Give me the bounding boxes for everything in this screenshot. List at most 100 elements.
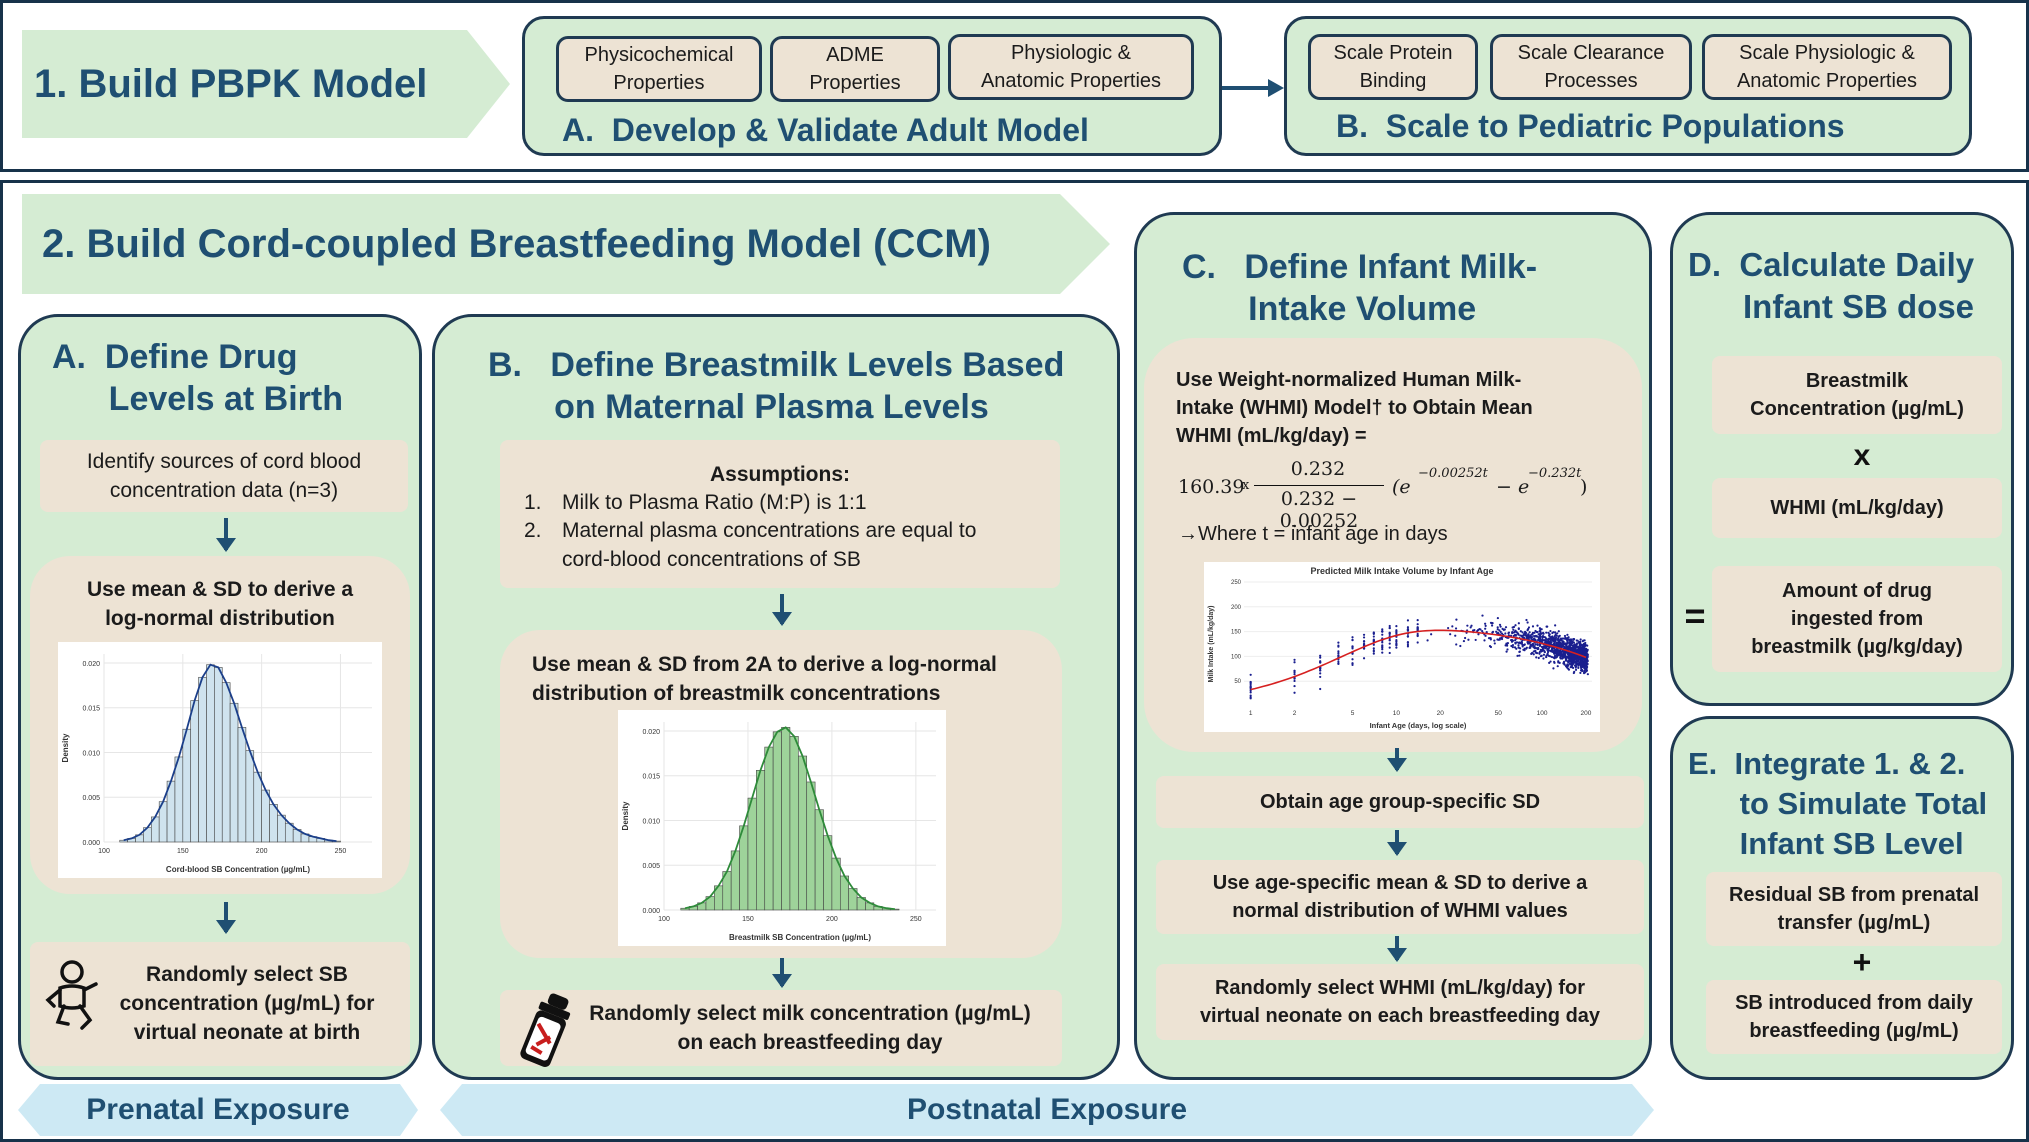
data-point <box>1541 639 1544 642</box>
x-tick-label: 200 <box>256 848 268 855</box>
data-point <box>1539 640 1543 643</box>
data-point <box>1498 638 1501 641</box>
data-point <box>1583 648 1586 651</box>
lognormal-cord-text: Use mean & SD to derive a log-normal dis… <box>86 578 354 630</box>
data-point <box>1574 650 1577 653</box>
random-milk-select-text: Randomly select milk concentration (µg/m… <box>589 1002 1031 1054</box>
data-point <box>1568 662 1571 665</box>
data-point <box>1395 630 1398 633</box>
data-point <box>1556 632 1559 635</box>
data-point <box>1519 634 1522 637</box>
data-point <box>1562 662 1565 665</box>
density-curve <box>123 663 337 842</box>
data-point <box>1552 667 1555 670</box>
whmi-model-text: Use Weight-normalized Human Milk- Intake… <box>1176 369 1533 447</box>
step1b-title: B. Scale to Pediatric Populations <box>1336 108 1845 144</box>
y-tick-label: 50 <box>1234 679 1241 685</box>
data-point <box>1512 634 1515 638</box>
data-point <box>1568 647 1572 650</box>
plus-symbol: + <box>1852 943 1872 980</box>
x-tick-label: 50 <box>1495 710 1503 717</box>
data-point <box>1570 666 1574 669</box>
formula-exp1: −0.00252t <box>1418 466 1488 481</box>
histogram-bar <box>269 804 278 843</box>
data-point <box>1523 649 1526 652</box>
data-point <box>1467 638 1470 641</box>
data-point <box>1535 656 1538 659</box>
baby-icon <box>45 960 98 1030</box>
data-point <box>1529 645 1532 648</box>
data-point <box>1293 691 1296 694</box>
data-point <box>1473 628 1476 632</box>
data-point <box>1576 650 1579 654</box>
data-point <box>1381 633 1384 636</box>
data-point <box>1518 650 1521 654</box>
density-curve <box>684 726 895 910</box>
data-point <box>1372 631 1375 634</box>
y-tick-label: 0.000 <box>642 908 660 915</box>
data-point <box>1543 650 1546 654</box>
postnatal-exposure-label: Postnatal Exposure <box>906 1093 1188 1126</box>
data-point <box>1406 635 1410 638</box>
histogram-bar <box>823 835 833 911</box>
data-point <box>1406 626 1410 629</box>
arrow-2c-3 <box>1387 936 1407 962</box>
data-point <box>1517 622 1520 625</box>
data-point <box>1249 673 1252 676</box>
data-point <box>1546 641 1549 644</box>
data-point <box>1249 695 1252 699</box>
scale-protein-binding-box: Scale Protein Binding <box>1308 34 1478 100</box>
data-point <box>1362 633 1366 636</box>
data-point <box>1553 654 1557 657</box>
y-tick-label: 100 <box>1231 654 1242 660</box>
y-tick-label: 0.005 <box>82 795 100 802</box>
data-point <box>1525 646 1528 649</box>
y-tick-label: 200 <box>1231 605 1242 611</box>
data-point <box>1538 630 1541 633</box>
data-point <box>1459 644 1462 648</box>
histogram-bar <box>190 700 199 843</box>
data-point <box>1447 626 1450 630</box>
y-tick-label: 0.005 <box>642 863 660 870</box>
random-whmi-box: Randomly select WHMI (mL/kg/day) for vir… <box>1156 964 1644 1040</box>
whmi-box: WHMI (mL/kg/day) <box>1712 478 2002 538</box>
data-point <box>1511 643 1515 647</box>
data-point <box>1572 638 1575 641</box>
histogram-bar <box>206 664 215 843</box>
data-point <box>1575 642 1579 645</box>
data-point <box>1491 631 1494 634</box>
data-point <box>1555 641 1558 644</box>
data-point <box>1406 643 1410 646</box>
data-point <box>1499 625 1502 628</box>
data-point <box>1577 655 1580 658</box>
data-point <box>1495 630 1498 633</box>
data-point <box>1538 627 1542 630</box>
step2a-title: A. Define Drug Levels at Birth <box>52 338 343 418</box>
data-point <box>1372 643 1375 646</box>
data-point <box>1381 641 1384 644</box>
data-point <box>1570 649 1573 652</box>
data-point <box>1560 638 1563 641</box>
data-point <box>1381 651 1384 654</box>
data-point <box>1496 626 1499 629</box>
data-point <box>1517 646 1520 649</box>
data-point <box>1381 645 1384 648</box>
normal-whmi-box: Use age-specific mean & SD to derive a n… <box>1156 860 1644 934</box>
data-point <box>1545 654 1548 658</box>
histogram-bar <box>261 789 270 843</box>
data-point <box>1574 668 1578 671</box>
data-point <box>1546 625 1549 628</box>
data-point <box>1583 662 1586 665</box>
step1-connector-arrow <box>1222 79 1284 97</box>
data-point <box>1351 662 1354 665</box>
data-point <box>1514 633 1518 636</box>
x-tick-label: 200 <box>1581 710 1592 717</box>
histogram-bar <box>756 770 766 911</box>
data-point <box>1538 643 1542 647</box>
data-point <box>1510 644 1513 648</box>
data-point <box>1583 650 1586 653</box>
data-point <box>1496 628 1499 631</box>
x-tick-label: 200 <box>826 916 838 923</box>
data-point <box>1565 655 1568 659</box>
data-point <box>1556 665 1559 668</box>
